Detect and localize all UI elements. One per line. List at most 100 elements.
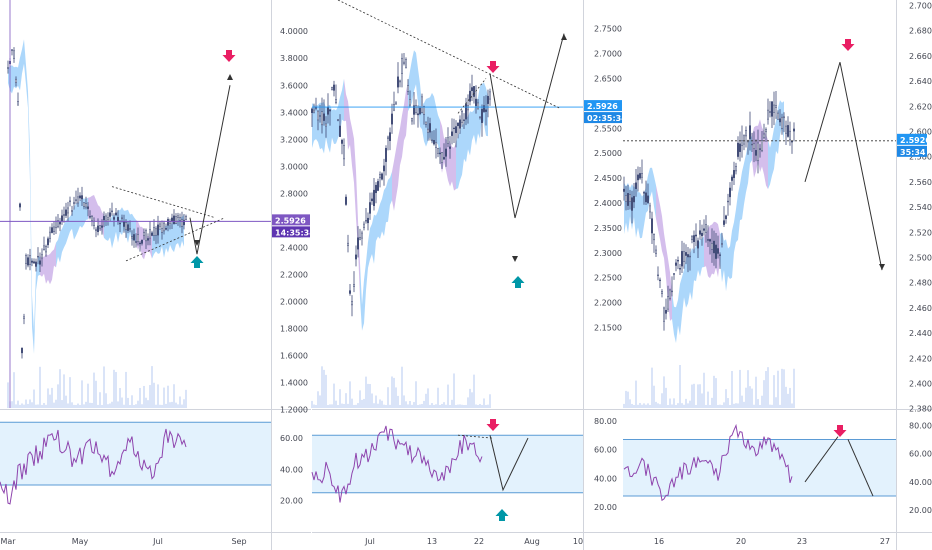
candle-body — [709, 239, 711, 242]
volume-bar — [691, 384, 693, 408]
volume-bar — [643, 403, 645, 408]
candle-body — [771, 101, 773, 117]
candle-body — [59, 221, 61, 225]
volume-bar — [109, 403, 111, 408]
volume-bar — [697, 384, 699, 408]
volume-bar — [669, 398, 671, 408]
volume-bar — [357, 403, 359, 408]
volume-bar — [165, 403, 167, 408]
ichimoku-cloud — [360, 214, 376, 331]
candle-body — [735, 165, 737, 172]
candle-body — [655, 249, 657, 254]
candle-body — [651, 218, 653, 234]
volume-bar — [69, 377, 71, 408]
volume-bar — [93, 372, 95, 408]
y-tick-label: 1.4000 — [280, 378, 308, 387]
candle-body — [377, 181, 379, 191]
volume-bar — [349, 381, 351, 408]
candle-body — [321, 111, 323, 126]
volume-bar — [185, 389, 187, 408]
volume-bar — [39, 366, 41, 408]
candle-body — [133, 234, 135, 241]
volume-bar — [7, 382, 9, 408]
candle-body — [381, 173, 383, 180]
volume-bar — [455, 404, 457, 408]
candle-body — [47, 238, 49, 246]
volume-bar — [377, 403, 379, 408]
candle-body — [95, 229, 97, 231]
candle-body — [25, 255, 27, 264]
volume-bar — [57, 384, 59, 408]
volume-bar — [463, 404, 465, 408]
candle-body — [479, 116, 481, 118]
candle-body — [473, 86, 475, 97]
candle-body — [37, 255, 39, 258]
volume-bar — [79, 404, 81, 408]
candle-body — [789, 130, 791, 141]
volume-bar — [635, 380, 637, 408]
rsi-tick-label: 40.00 — [909, 478, 932, 487]
sell-signal-icon — [833, 425, 847, 437]
volume-bar — [49, 394, 51, 408]
rsi-line — [0, 428, 187, 505]
candle-body — [73, 202, 75, 204]
volume-bar — [465, 404, 467, 408]
candle-body — [399, 80, 401, 83]
ichimoku-cloud — [688, 236, 704, 304]
volume-bar — [407, 404, 409, 408]
candle-body — [433, 140, 435, 145]
candle-body — [437, 147, 439, 154]
candle-body — [441, 152, 443, 163]
candle-body — [483, 105, 485, 112]
volume-bar — [631, 403, 633, 408]
volume-bar — [717, 404, 719, 408]
volume-bar — [97, 404, 99, 408]
volume-bar — [353, 404, 355, 408]
candle-body — [13, 50, 15, 59]
volume-bar — [13, 372, 15, 408]
candle-body — [119, 222, 121, 225]
volume-bar — [761, 395, 763, 408]
candle-body — [751, 143, 753, 146]
volume-bar — [737, 403, 739, 408]
volume-bar — [665, 387, 667, 408]
volume-bar — [383, 404, 385, 408]
countdown-tag — [897, 145, 927, 157]
volume-bar — [677, 403, 679, 408]
volume-bar — [639, 402, 641, 408]
ichimoku-cloud — [408, 50, 424, 142]
candle-body — [109, 212, 111, 217]
volume-bar — [479, 403, 481, 408]
volume-bar — [51, 387, 53, 408]
countdown-label: 02:35:34 — [587, 114, 627, 123]
candle-body — [369, 202, 371, 214]
volume-bar — [489, 394, 491, 408]
volume-bar — [395, 387, 397, 408]
volume-bar — [35, 404, 37, 408]
y-tick-label: 3.0000 — [280, 162, 308, 171]
arrowhead-icon — [227, 74, 233, 80]
candle-body — [315, 107, 317, 109]
candle-body — [11, 49, 13, 52]
candle-body — [695, 234, 697, 237]
candle-body — [417, 113, 419, 116]
volume-bar — [405, 401, 407, 408]
volume-bar — [663, 376, 665, 408]
volume-bar — [101, 404, 103, 408]
volume-bar — [469, 388, 471, 408]
volume-bar — [429, 404, 431, 408]
y-tick-label: 2.6800 — [909, 27, 932, 36]
ichimoku-cloud — [656, 185, 672, 321]
rsi-band — [312, 435, 583, 493]
candle-body — [371, 198, 373, 202]
candle-body — [637, 174, 639, 181]
rsi-tick-label: 80.00 — [909, 421, 932, 430]
candle-body — [667, 296, 669, 310]
volume-bar — [43, 402, 45, 408]
candle-body — [405, 59, 407, 69]
candle-body — [327, 107, 329, 115]
volume-bar — [61, 400, 63, 408]
candle-body — [481, 109, 483, 123]
candle-body — [767, 109, 769, 120]
